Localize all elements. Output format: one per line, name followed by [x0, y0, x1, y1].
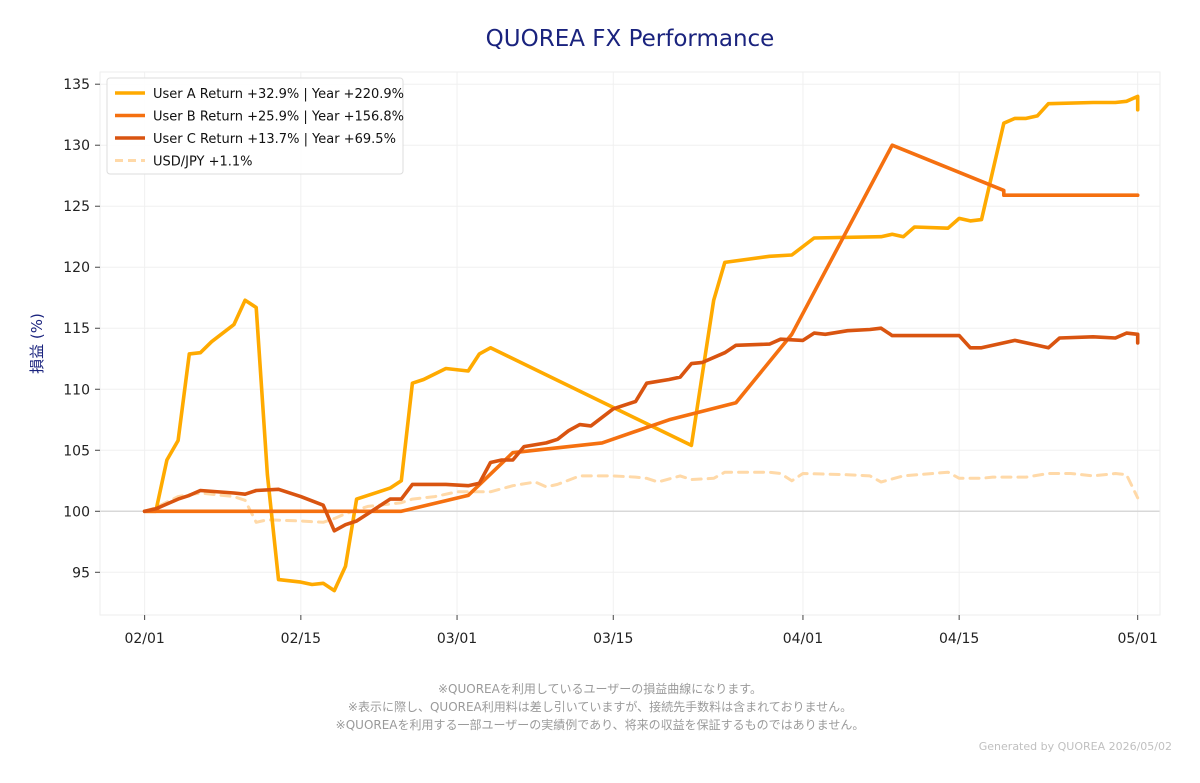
legend: User A Return +32.9% | Year +220.9% User … [106, 77, 404, 175]
plot-frame [99, 71, 1161, 616]
x-tick-label: 04/15 [939, 631, 979, 647]
generated-stamp: Generated by QUOREA 2026/05/02 [978, 740, 1172, 753]
x-tick-label: 02/01 [124, 631, 164, 647]
note-line: ※QUOREAを利用する一部ユーザーの実績例であり、将来の収益を保証するものでは… [335, 718, 865, 732]
series-line-3 [142, 326, 1140, 533]
x-tick-label: 02/15 [281, 631, 321, 647]
note-line: ※表示に際し、QUOREA利用料は差し引いていますが、接続先手数料は含まれており… [347, 700, 853, 714]
y-tick-label: 120 [63, 260, 90, 276]
legend-box [106, 77, 404, 175]
axes: 95 100 105 110 115 120 125 130 135 02/01 02/15 03/0… [63, 77, 1158, 647]
series-line-4 [143, 470, 1140, 524]
legend-entry: USD/JPY +1.1% [153, 155, 253, 170]
chart-title: QUOREA FX Performance [485, 26, 775, 52]
series-lines [142, 94, 1140, 593]
y-tick-label: 95 [72, 565, 90, 581]
legend-entry: User C Return +13.7% | Year +69.5% [153, 132, 396, 147]
y-tick-label: 125 [63, 199, 90, 215]
series-line-1 [142, 94, 1140, 593]
y-tick-label: 130 [63, 138, 90, 154]
y-tick-label: 135 [63, 77, 90, 93]
legend-entry: User A Return +32.9% | Year +220.9% [153, 87, 404, 102]
y-tick-label: 115 [63, 321, 90, 337]
x-tick-label: 04/01 [783, 631, 823, 647]
y-tick-label: 100 [63, 504, 90, 520]
x-tick-label: 03/01 [437, 631, 477, 647]
note-line: ※QUOREAを利用しているユーザーの損益曲線になります。 [437, 682, 763, 696]
legend-entry: User B Return +25.9% | Year +156.8% [153, 110, 404, 125]
x-tick-label: 05/01 [1118, 631, 1158, 647]
x-tick-label: 03/15 [593, 631, 633, 647]
y-tick-label: 110 [63, 382, 90, 398]
disclaimer-notes: ※QUOREAを利用しているユーザーの損益曲線になります。 ※表示に際し、QUO… [0, 680, 1200, 734]
y-axis-label: 損益 (%) [28, 313, 46, 374]
y-tick-label: 105 [63, 443, 90, 459]
series-line-2 [142, 143, 1140, 514]
